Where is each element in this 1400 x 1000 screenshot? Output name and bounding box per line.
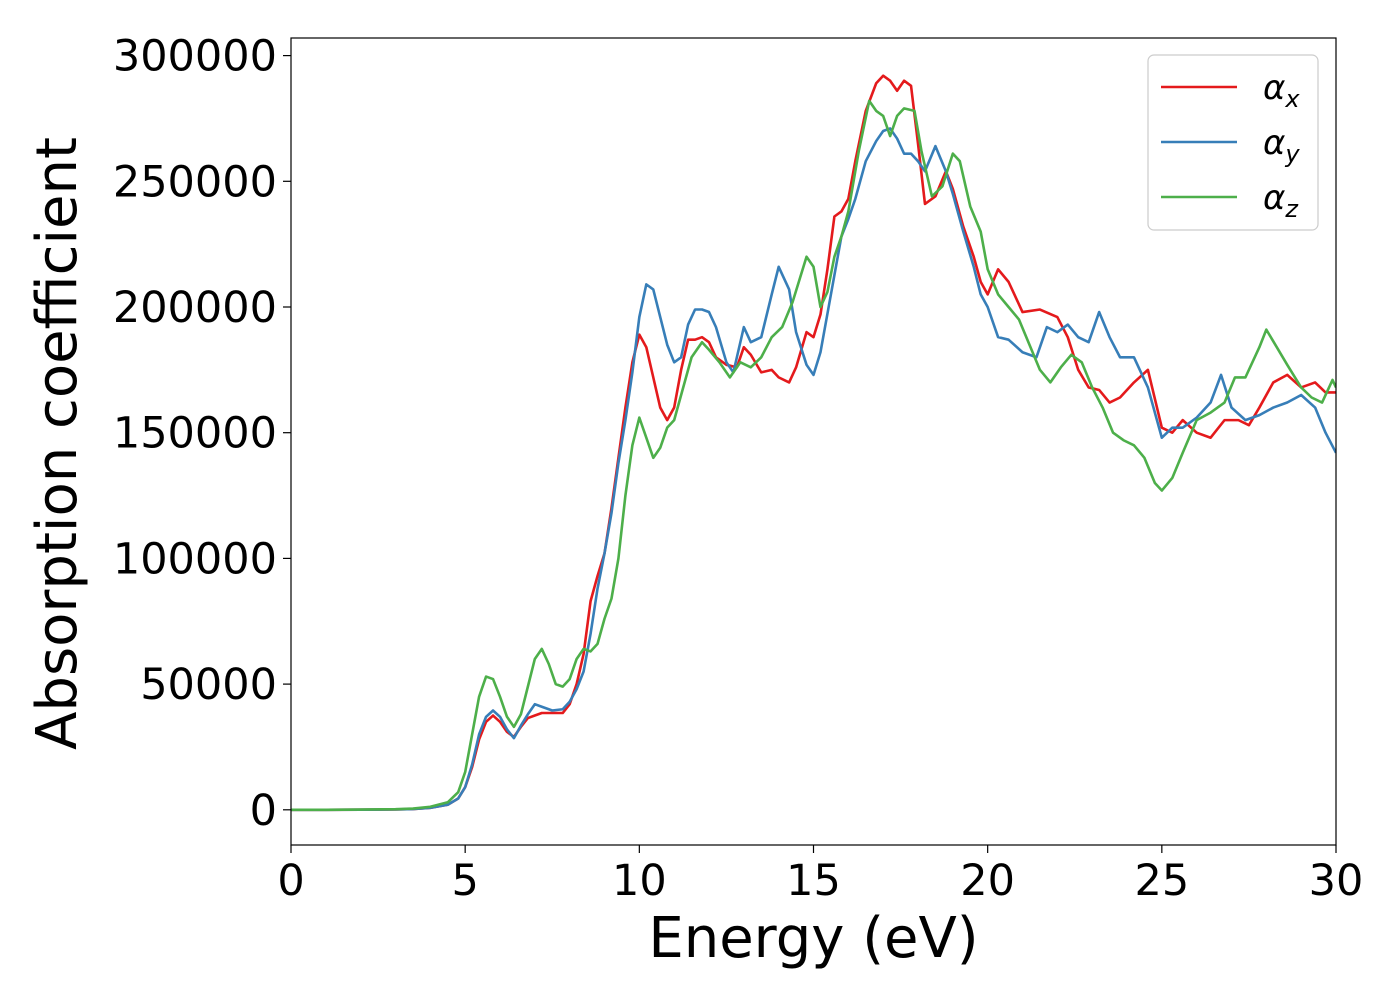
x-tick-label: 20: [960, 856, 1015, 906]
x-tick-label: 5: [451, 856, 478, 906]
y-tick-label: 250000: [113, 157, 277, 207]
legend: αx αy αz: [1147, 54, 1319, 231]
legend-label-y: αy: [1263, 123, 1300, 168]
y-tick-label: 200000: [113, 283, 277, 333]
y-axis-label: Absorption coefficient: [25, 137, 90, 750]
x-axis-ticks: 0 5 10 15 20 25 30: [277, 845, 1363, 906]
y-tick-label: 50000: [140, 660, 277, 710]
x-tick-label: 10: [612, 856, 667, 906]
y-tick-label: 0: [250, 786, 277, 836]
series-line-z: [291, 99, 1336, 812]
series-line-y: [291, 127, 1336, 812]
y-tick-label: 300000: [113, 32, 277, 82]
series-line-x: [291, 74, 1336, 812]
plot-series: [291, 74, 1336, 812]
x-tick-label: 0: [277, 856, 304, 906]
legend-label-x: αx: [1263, 68, 1300, 113]
x-tick-label: 30: [1309, 856, 1364, 906]
legend-label-z: αz: [1263, 178, 1299, 223]
x-tick-label: 25: [1134, 856, 1189, 906]
x-axis-label: Energy (eV): [648, 906, 978, 971]
y-axis-ticks: 0 50000 100000 150000 200000 250000 300000: [113, 32, 291, 836]
y-tick-label: 150000: [113, 409, 277, 459]
x-tick-label: 15: [786, 856, 841, 906]
y-tick-label: 100000: [113, 534, 277, 584]
